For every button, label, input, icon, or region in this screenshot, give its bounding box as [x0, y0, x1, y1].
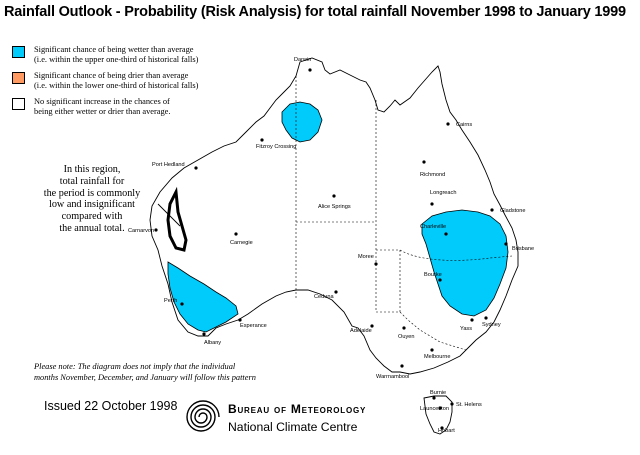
town-label-albany: Albany [204, 340, 221, 346]
region-note-line: the annual total. [59, 222, 125, 234]
town-dot-richmond [422, 160, 426, 164]
neutral-swatch [12, 98, 25, 110]
town-dot-burnie [432, 396, 436, 400]
town-label-darwin: Darwin [294, 57, 311, 63]
agency-name: Bureau of Meteorology [228, 402, 367, 416]
town-label-carnarvon: Carnarvon [128, 228, 154, 234]
town-dot-bourke [438, 278, 442, 282]
town-dot-brisbane [504, 242, 508, 246]
town-dot-yass [470, 318, 474, 322]
issued-date: Issued 22 October 1998 [44, 399, 178, 413]
town-label-port-hedland: Port Hedland [152, 162, 185, 168]
region-note-pointer [157, 203, 181, 227]
legend: Significant chance of being wetter than … [12, 45, 242, 123]
region-note-line: total rainfall for [59, 175, 125, 187]
town-dot-adelaide [370, 324, 374, 328]
town-dot-perth [180, 302, 184, 306]
region-note-line: compared with [61, 211, 123, 223]
town-label-longreach: Longreach [430, 190, 456, 196]
page-title: Rainfall Outlook - Probability (Risk Ana… [4, 4, 626, 20]
legend-drier-line2: (i.e. within the lower one-third of hist… [34, 81, 199, 90]
town-dot-gladstone [490, 208, 494, 212]
town-dot-ouyen [402, 326, 406, 330]
town-dot-melbourne [430, 348, 434, 352]
town-label-perth: Perth [164, 298, 177, 304]
town-label-warrnambool: Warrnambool [376, 374, 409, 380]
legend-wetter-line1: Significant chance of being wetter than … [34, 45, 194, 54]
town-dot-carnegie [234, 232, 238, 236]
town-label-fitzroy: Fitzroy Crossing [256, 144, 296, 150]
town-label-yass: Yass [460, 326, 472, 332]
town-label-alice: Alice Springs [318, 204, 351, 210]
town-label-launceston: Launceston [420, 406, 449, 412]
town-dot-charleville [444, 232, 448, 236]
drier-swatch [12, 72, 25, 84]
town-label-bourke: Bourke [424, 272, 442, 278]
town-dot-longreach [430, 202, 434, 206]
diagram-note-line: months November, December, and January w… [34, 372, 256, 382]
town-dot-launceston [438, 406, 442, 410]
legend-drier-line1: Significant chance of being drier than a… [34, 71, 189, 80]
town-dot-moree [374, 262, 378, 266]
town-label-moree: Moree [358, 254, 374, 260]
legend-item-wetter: Significant chance of being wetter than … [12, 45, 242, 65]
town-dot-sydney [484, 316, 488, 320]
diagram-note-line: Please note: The diagram does not imply … [34, 362, 236, 371]
town-label-ouyen: Ouyen [398, 334, 414, 340]
town-dot-st-helens [450, 402, 454, 406]
town-dot-ceduna [334, 290, 338, 294]
town-dot-port-hedland [194, 166, 198, 170]
town-dot-hobart [440, 426, 444, 430]
town-label-burnie: Burnie [430, 390, 446, 396]
legend-neutral-line1: No significant increase in the chances o… [34, 97, 170, 106]
wetter-swatch [12, 46, 25, 58]
town-label-carnegie: Carnegie [230, 240, 253, 246]
town-label-sydney: Sydney [482, 322, 501, 328]
town-dot-carnarvon [154, 228, 158, 232]
town-label-brisbane: Brisbane [512, 246, 534, 252]
wetter-region-southwest [167, 261, 239, 333]
wetter-region-east [421, 209, 509, 317]
tasmania-outline [423, 395, 453, 435]
town-label-ceduna: Ceduna [314, 294, 334, 300]
legend-wetter-line2: (i.e. within the upper one-third of hist… [34, 55, 199, 64]
town-dot-warrnambool [400, 364, 404, 368]
town-dot-darwin [308, 68, 312, 72]
legend-item-drier: Significant chance of being drier than a… [12, 71, 242, 91]
town-label-st-helens: St. Helens [456, 402, 482, 408]
town-label-esperance: Esperance [240, 323, 267, 329]
legend-item-neutral: No significant increase in the chances o… [12, 97, 242, 117]
town-dots [154, 68, 508, 430]
town-label-melbourne: Melbourne [424, 354, 450, 360]
state-borders [295, 76, 513, 351]
town-label-cairns: Cairns [456, 122, 472, 128]
mainland-outline [149, 57, 519, 375]
bom-logo-icon [186, 400, 220, 432]
town-dot-alice [332, 194, 336, 198]
town-dot-esperance [238, 318, 242, 322]
diagram-note: Please note: The diagram does not imply … [34, 362, 256, 383]
town-label-adelaide: Adelaide [350, 328, 372, 334]
low-rainfall-region [166, 186, 188, 252]
town-dot-albany [202, 332, 206, 336]
wetter-region-north [281, 101, 323, 143]
town-label-gladstone: Gladstone [500, 208, 526, 214]
region-note-line: In this region, [63, 164, 121, 175]
town-label-richmond: Richmond [420, 172, 445, 178]
region-note: In this region, total rainfall for the p… [28, 164, 156, 235]
region-note-line: low and insignificant [48, 199, 135, 211]
agency-centre: National Climate Centre [228, 420, 358, 434]
region-note-line: the period is commonly [43, 187, 141, 199]
legend-neutral-line2: being either wetter or drier than averag… [34, 107, 171, 116]
town-dot-fitzroy [260, 138, 264, 142]
town-label-charleville: Charleville [420, 224, 446, 230]
town-dot-cairns [446, 122, 450, 126]
town-label-hobart: Hobart [438, 428, 455, 434]
